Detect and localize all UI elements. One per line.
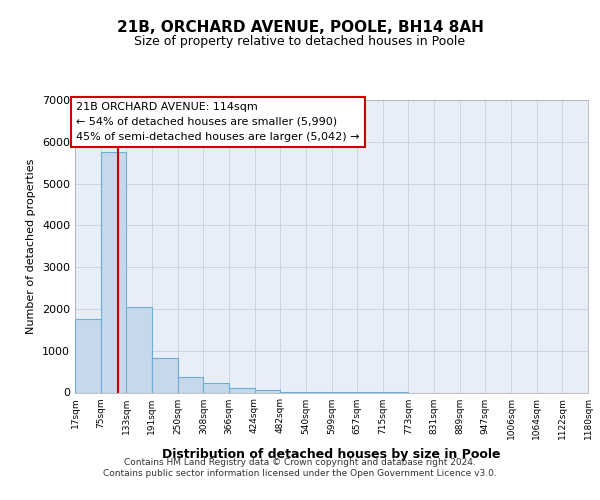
Bar xyxy=(178,377,203,392)
Bar xyxy=(152,358,178,392)
Bar xyxy=(254,390,280,392)
Text: 21B ORCHARD AVENUE: 114sqm
← 54% of detached houses are smaller (5,990)
45% of s: 21B ORCHARD AVENUE: 114sqm ← 54% of deta… xyxy=(76,102,360,142)
X-axis label: Distribution of detached houses by size in Poole: Distribution of detached houses by size … xyxy=(162,448,501,461)
Text: 21B, ORCHARD AVENUE, POOLE, BH14 8AH: 21B, ORCHARD AVENUE, POOLE, BH14 8AH xyxy=(116,20,484,35)
Text: Contains public sector information licensed under the Open Government Licence v3: Contains public sector information licen… xyxy=(103,469,497,478)
Text: Contains HM Land Registry data © Crown copyright and database right 2024.: Contains HM Land Registry data © Crown c… xyxy=(124,458,476,467)
Y-axis label: Number of detached properties: Number of detached properties xyxy=(26,158,37,334)
Bar xyxy=(101,152,126,392)
Text: Size of property relative to detached houses in Poole: Size of property relative to detached ho… xyxy=(134,34,466,48)
Bar xyxy=(229,388,254,392)
Bar xyxy=(75,320,101,392)
Bar xyxy=(126,307,152,392)
Bar xyxy=(203,383,229,392)
